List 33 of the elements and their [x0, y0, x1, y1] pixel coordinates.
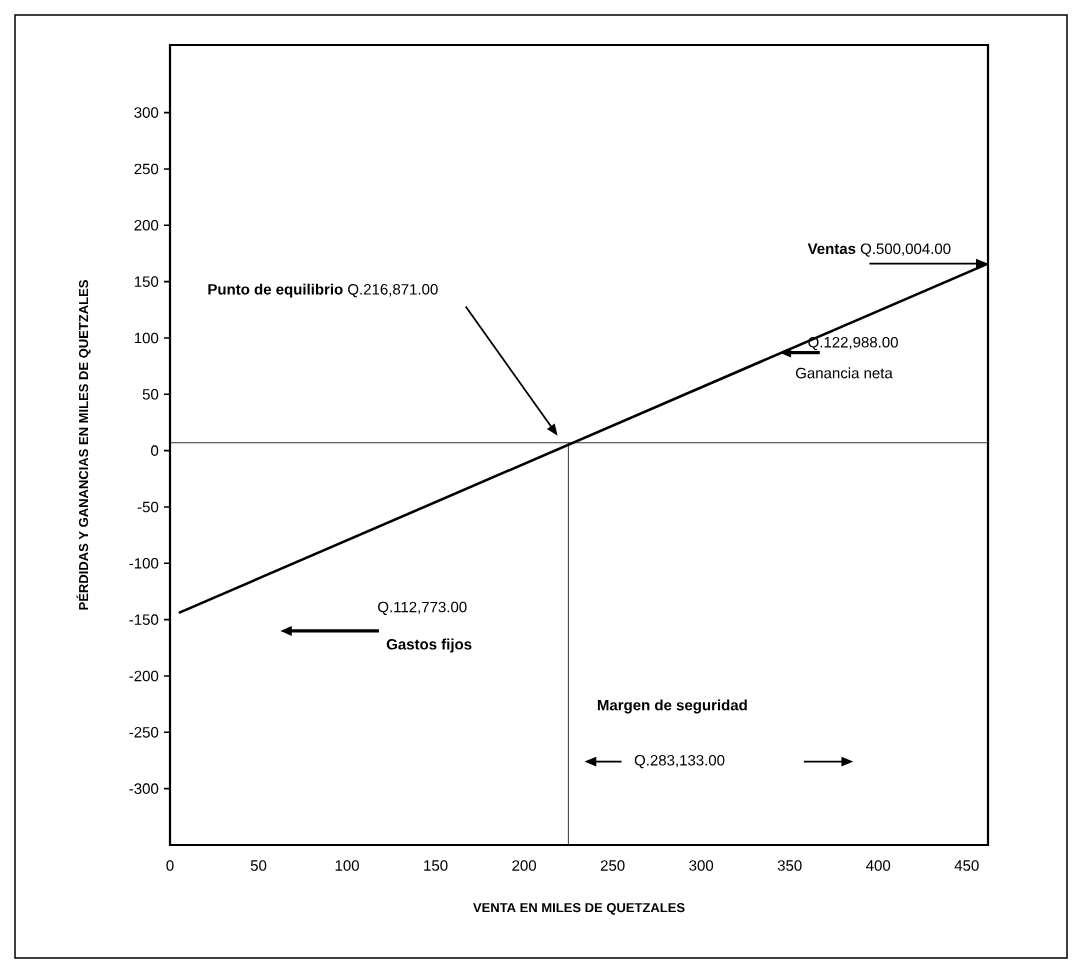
x-tick-label: 250	[600, 860, 625, 871]
x-tick-label: 100	[335, 860, 359, 871]
x-tick-label: 450	[954, 860, 979, 871]
annotation: Q.122,988.00	[808, 336, 898, 351]
y-tick-label: -50	[137, 501, 159, 513]
y-tick-label: 200	[134, 219, 159, 231]
y-tick-label: -100	[129, 558, 159, 569]
annotation: Punto de equilibrio Q.216,871.00	[208, 283, 438, 298]
annotation: Ganancia neta	[795, 367, 893, 379]
y-tick-label: -250	[129, 727, 159, 738]
annotation: Ventas Q.500,004.00	[807, 243, 951, 257]
annotation: Gastos fijos	[386, 638, 472, 653]
y-tick-label: 250	[134, 163, 159, 175]
y-tick-label: 100	[134, 332, 159, 344]
y-tick-label: 150	[134, 276, 159, 287]
x-tick-label: 300	[689, 860, 714, 871]
x-tick-label: 350	[777, 860, 802, 871]
x-tick-label: 400	[866, 860, 891, 871]
x-tick-label: 200	[512, 860, 537, 871]
y-axis-title: PÉRDIDAS Y GANANCIAS EN MILES DE QUETZALES	[76, 280, 91, 610]
x-axis-title: VENTA EN MILES DE QUETZALES	[473, 903, 685, 915]
y-tick-label: 300	[134, 107, 159, 118]
x-tick-label: 150	[424, 860, 448, 871]
x-tick-label: 0	[166, 860, 174, 871]
annotation: Margen de seguridad	[597, 699, 747, 714]
x-tick-label: 50	[250, 860, 267, 871]
y-tick-label: -200	[129, 670, 159, 682]
annotation: Q.112,773.00	[378, 601, 467, 616]
y-tick-label: -150	[129, 614, 159, 625]
y-tick-label: -300	[129, 783, 159, 794]
y-tick-label: 0	[151, 445, 159, 456]
annotation: Q.283,133.00	[634, 754, 725, 769]
y-tick-label: 50	[142, 388, 159, 400]
